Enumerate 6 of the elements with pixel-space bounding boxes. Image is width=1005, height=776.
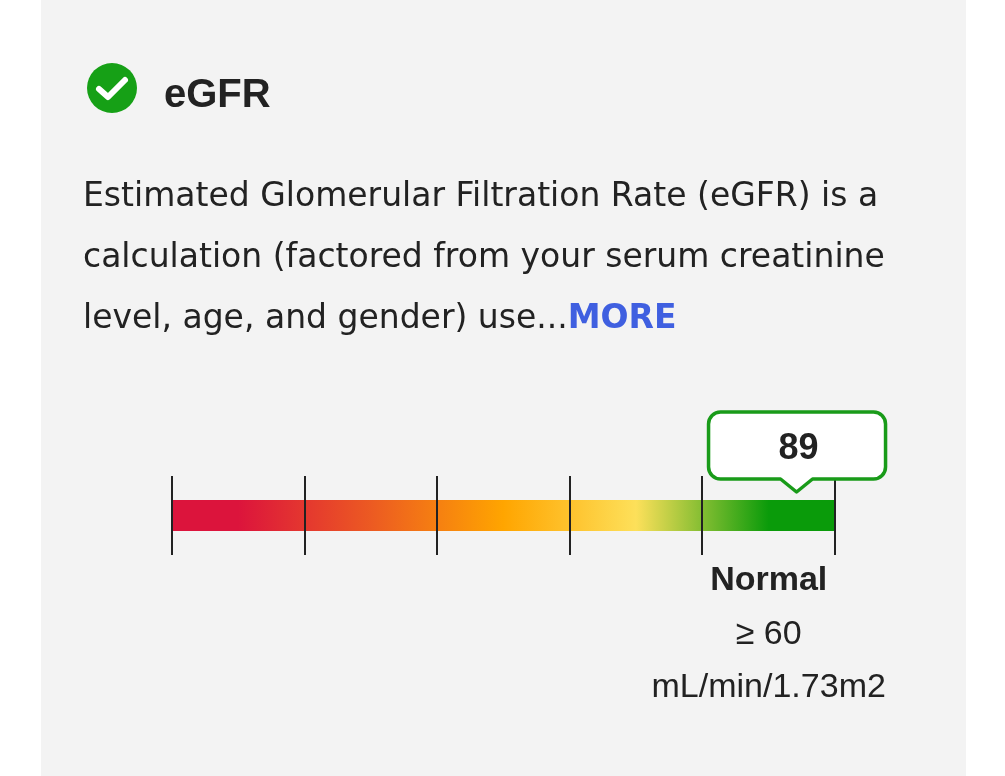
data-label: 89 [778, 426, 819, 467]
text: ≥ 60 [735, 612, 802, 651]
text: mL/min/1.73m2 [651, 666, 886, 704]
text: MORE [567, 297, 677, 336]
text: eGFR [164, 70, 271, 116]
category-label: Normal [710, 559, 828, 597]
